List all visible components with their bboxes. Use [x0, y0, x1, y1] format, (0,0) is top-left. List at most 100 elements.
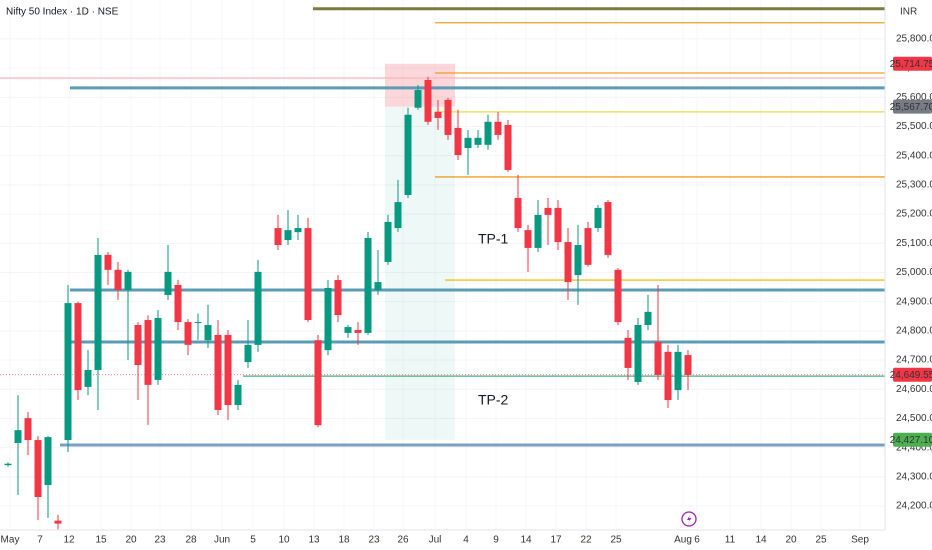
- x-tick-label: 15: [95, 535, 107, 546]
- x-tick-label: 25: [610, 535, 622, 546]
- candle-body: [94, 254, 102, 370]
- main-layer: [4, 76, 692, 530]
- candle-body: [524, 230, 532, 248]
- candle-body: [24, 418, 32, 441]
- x-tick-label: 23: [154, 535, 166, 546]
- candle-body: [124, 271, 132, 290]
- candle-body: [364, 237, 372, 333]
- x-tick-label: 14: [520, 535, 532, 546]
- candle-body: [534, 214, 542, 248]
- candle-body: [384, 221, 392, 262]
- background-layer: [0, 7, 885, 507]
- candle-body: [504, 124, 512, 170]
- candle-body: [434, 111, 442, 118]
- x-tick-label: 6: [694, 535, 700, 546]
- x-tick-label: May: [1, 535, 20, 546]
- target-zone: [385, 106, 455, 440]
- x-tick-label: 5: [250, 535, 256, 546]
- candle-body: [474, 137, 482, 145]
- last-price-label-bg: [893, 367, 932, 382]
- y-tick-label: 24,700.00: [896, 355, 932, 366]
- candle-body: [44, 437, 52, 486]
- chart-title: Nifty 50 Index · 1D · NSE: [6, 7, 119, 18]
- x-tick-label: 20: [785, 535, 797, 546]
- x-tick-label: 22: [580, 535, 592, 546]
- candle-body: [444, 99, 452, 135]
- x-tick-label: 11: [725, 535, 736, 546]
- x-tick-label: 25: [815, 535, 827, 546]
- candle-body: [294, 228, 302, 233]
- x-tick-label: 28: [185, 535, 197, 546]
- x-tick-label: 9: [493, 535, 499, 546]
- candle-body: [604, 202, 612, 255]
- candle-body: [74, 303, 82, 391]
- candle-body: [354, 329, 362, 333]
- x-tick-label: 7: [37, 535, 43, 546]
- candle-body: [314, 340, 322, 426]
- annotation: TP-1: [478, 231, 509, 247]
- y-tick-label: 24,400.00: [896, 442, 932, 453]
- y-tick-label: 24,900.00: [896, 296, 932, 307]
- x-tick-label: Jun: [214, 535, 230, 546]
- candle-body: [84, 369, 92, 387]
- candle-body: [64, 303, 72, 441]
- x-tick-label: Sep: [851, 535, 869, 546]
- candle-body: [214, 334, 222, 410]
- candle-body: [114, 269, 122, 290]
- currency: INR: [900, 7, 917, 18]
- candle-body: [614, 269, 622, 323]
- x-tick-label: 17: [550, 535, 562, 546]
- candle-body: [224, 334, 232, 406]
- x-tick-label: 20: [125, 535, 137, 546]
- candle-body: [304, 228, 312, 321]
- x-tick-label: 26: [397, 535, 409, 546]
- y-tick-label: 25,600.00: [896, 92, 932, 103]
- x-tick-label: 14: [755, 535, 767, 546]
- candle-body: [584, 228, 592, 265]
- candle-body: [254, 271, 262, 345]
- replay-icon[interactable]: [681, 511, 697, 527]
- candle-body: [394, 202, 402, 229]
- candle-body: [454, 127, 462, 156]
- candle-body: [404, 114, 412, 196]
- x-tick-label: Jul: [429, 535, 442, 546]
- candle-body: [514, 197, 522, 229]
- candle-body: [234, 384, 242, 406]
- candle-body: [14, 430, 22, 443]
- candle-body: [654, 341, 662, 375]
- y-tick-label: 24,800.00: [896, 325, 932, 336]
- candle-body: [544, 207, 552, 215]
- candle-body: [4, 463, 12, 466]
- candle-body: [34, 440, 42, 498]
- candle-body: [624, 337, 632, 368]
- candle-body: [134, 325, 142, 366]
- candle-body: [334, 280, 342, 316]
- y-tick-label: 25,400.00: [896, 150, 932, 161]
- candle-body: [184, 322, 192, 345]
- candle-body: [194, 322, 202, 324]
- candle-body: [464, 137, 472, 149]
- candle-body: [634, 325, 642, 382]
- candle-body: [424, 80, 432, 122]
- candle-body: [174, 285, 182, 323]
- candle-body: [274, 228, 282, 245]
- stop-label-bg: [893, 56, 932, 71]
- y-tick-label: 25,000.00: [896, 267, 932, 278]
- entry-label: 25,567.70: [890, 102, 932, 113]
- candle-body: [284, 230, 292, 241]
- candle-body: [574, 244, 582, 276]
- x-tick-label: Aug: [674, 535, 692, 546]
- candle-body: [164, 271, 172, 295]
- candle-body: [374, 282, 382, 290]
- y-tick-label: 25,300.00: [896, 179, 932, 190]
- x-tick-label: 4: [463, 535, 469, 546]
- candle-body: [244, 344, 252, 363]
- candle-body: [154, 318, 162, 380]
- candle-body: [484, 121, 492, 145]
- target-label-bg: [893, 432, 932, 447]
- candle-body: [414, 89, 422, 108]
- y-tick-label: 25,500.00: [896, 121, 932, 132]
- x-tick-label: 18: [338, 535, 350, 546]
